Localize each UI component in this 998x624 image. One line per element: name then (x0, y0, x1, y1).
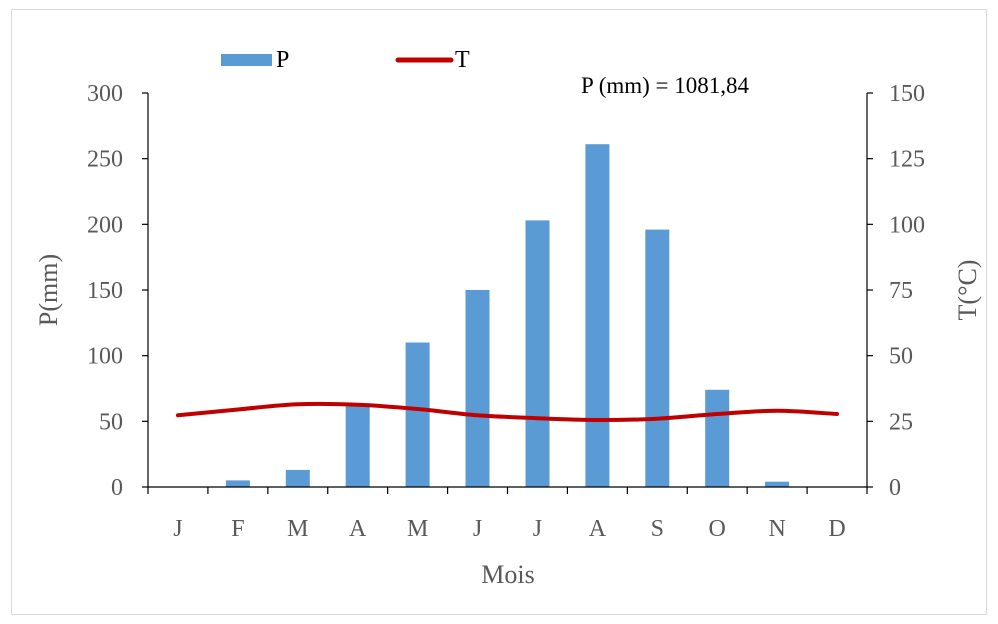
y2-tick-label-5: 125 (889, 147, 925, 173)
temperature-line (176, 401, 839, 423)
bar-7 (585, 144, 610, 487)
x-axis-label: Mois (481, 560, 534, 589)
precipitation-bars (225, 144, 790, 487)
y2-tick-label-6: 150 (889, 81, 925, 107)
legend-label-p: P (276, 47, 289, 73)
y2-tick-label-0: 0 (889, 475, 901, 501)
legend-swatch-p (221, 54, 272, 66)
y-tick-label-0: 0 (111, 475, 123, 501)
bar-6 (525, 220, 550, 487)
x-tick-label-0: J (173, 516, 182, 542)
y2-tick-label-4: 100 (889, 212, 925, 238)
legend-label-t: T (455, 47, 470, 73)
bar-10 (765, 481, 790, 487)
x-tick-label-8: S (651, 516, 664, 542)
y2-axis-label: T(°C) (953, 260, 982, 321)
y-tick-label-5: 250 (87, 147, 123, 173)
y-tick-label-1: 50 (99, 409, 123, 435)
bar-1 (225, 480, 250, 487)
x-tick-label-2: M (287, 516, 308, 542)
x-tick-label-7: A (589, 516, 607, 542)
legend: P T (221, 47, 470, 73)
chart-frame (11, 9, 987, 615)
y-tick-label-4: 200 (87, 212, 123, 238)
tick-labels: 0 50 100 150 200 250 300 0 25 50 75 100 125 150 J F M A M J… (87, 81, 925, 542)
x-tick-label-5: J (473, 516, 482, 542)
y2-tick-label-3: 75 (889, 278, 913, 304)
tick-marks (142, 92, 873, 494)
x-tick-label-1: F (231, 516, 244, 542)
y-tick-label-3: 150 (87, 278, 123, 304)
x-tick-label-9: O (709, 516, 726, 542)
bar-4 (405, 342, 430, 487)
y-axis-label: P(mm) (34, 254, 63, 326)
bar-8 (645, 229, 670, 487)
x-tick-label-10: N (768, 516, 785, 542)
axes (147, 93, 868, 488)
y2-tick-label-2: 50 (889, 344, 913, 370)
y-tick-label-2: 100 (87, 344, 123, 370)
bar-5 (465, 290, 490, 487)
total-precipitation-annotation: P (mm) = 1081,84 (581, 73, 750, 98)
x-tick-label-3: A (349, 516, 367, 542)
temperature-series-line (176, 401, 839, 423)
x-tick-label-4: M (407, 516, 428, 542)
bar-3 (345, 405, 370, 487)
bar-9 (705, 389, 730, 487)
y2-tick-label-1: 25 (889, 409, 913, 435)
x-tick-label-6: J (533, 516, 542, 542)
bar-2 (285, 469, 310, 487)
x-tick-label-11: D (828, 516, 845, 542)
y-tick-label-6: 300 (87, 81, 123, 107)
